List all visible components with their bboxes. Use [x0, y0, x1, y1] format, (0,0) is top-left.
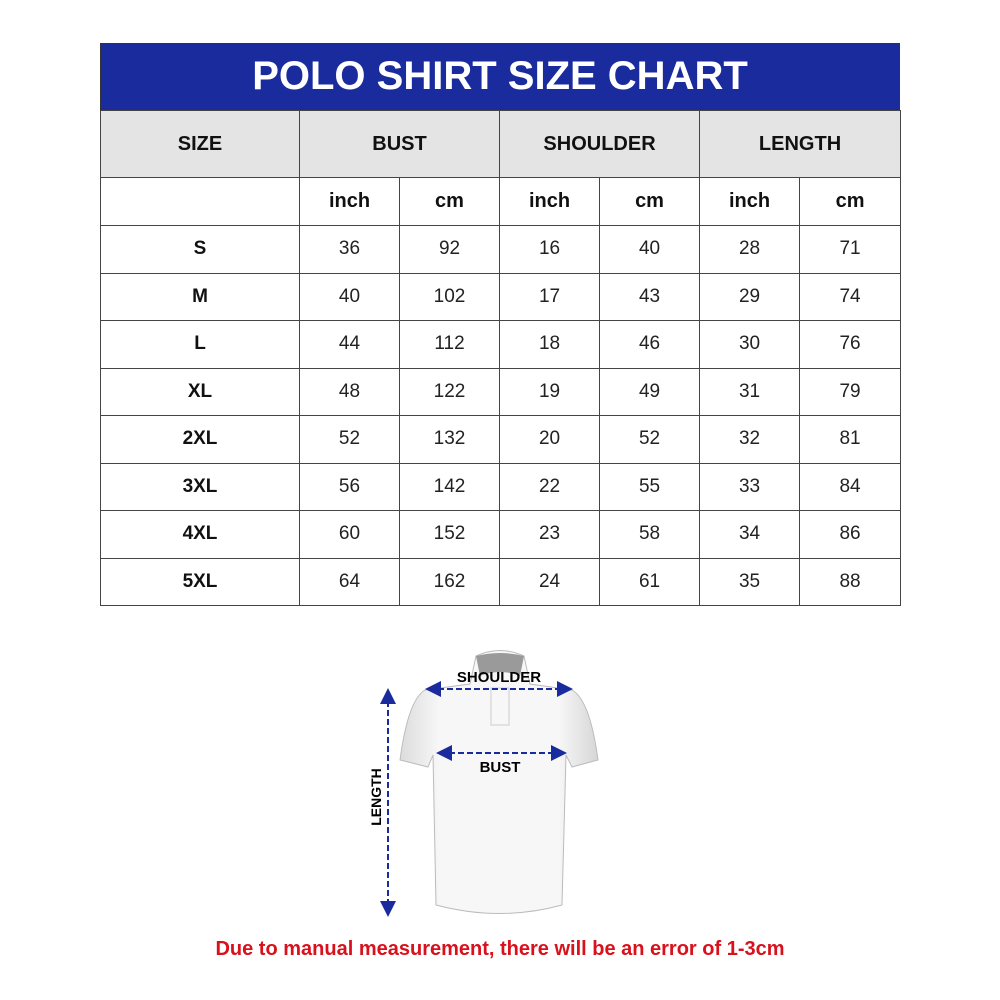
value-cell: 36	[299, 225, 400, 274]
value-cell: 32	[699, 415, 801, 464]
value-cell: 49	[599, 367, 701, 416]
value-cell: 40	[599, 225, 701, 274]
value-cell: 22	[499, 462, 601, 511]
value-cell: 81	[799, 415, 902, 464]
value-cell: 132	[398, 415, 501, 464]
header-length: LENGTH	[699, 110, 902, 178]
value-cell: 142	[398, 462, 501, 511]
value-cell: 55	[599, 462, 701, 511]
value-cell: 112	[398, 320, 501, 369]
value-cell: 33	[699, 462, 801, 511]
table-row: XL 48 122 19 49 31 79	[100, 367, 902, 416]
value-cell: 88	[799, 557, 902, 606]
value-cell: 24	[499, 557, 601, 606]
value-cell: 102	[398, 272, 501, 321]
value-cell: 122	[398, 367, 501, 416]
table-row: M 40 102 17 43 29 74	[100, 272, 902, 321]
size-cell: 5XL	[100, 557, 300, 606]
value-cell: 35	[699, 557, 801, 606]
table-row: S 36 92 16 40 28 71	[100, 225, 902, 274]
unit-empty	[100, 177, 300, 226]
value-cell: 52	[299, 415, 400, 464]
table-row: 2XL 52 132 20 52 32 81	[100, 415, 902, 464]
size-table: SIZE BUST SHOULDER LENGTH inch cm inch c…	[100, 110, 902, 606]
value-cell: 43	[599, 272, 701, 321]
value-cell: 64	[299, 557, 400, 606]
value-cell: 152	[398, 510, 501, 559]
value-cell: 17	[499, 272, 601, 321]
value-cell: 19	[499, 367, 601, 416]
size-cell: XL	[100, 367, 300, 416]
table-row: L 44 112 18 46 30 76	[100, 320, 902, 369]
value-cell: 60	[299, 510, 400, 559]
value-cell: 84	[799, 462, 902, 511]
size-cell: 2XL	[100, 415, 300, 464]
header-row: SIZE BUST SHOULDER LENGTH	[100, 110, 902, 178]
size-cell: S	[100, 225, 300, 274]
unit-cell: cm	[799, 177, 902, 226]
value-cell: 23	[499, 510, 601, 559]
bust-label: BUST	[480, 759, 521, 776]
value-cell: 28	[699, 225, 801, 274]
unit-cell: inch	[299, 177, 400, 226]
value-cell: 40	[299, 272, 400, 321]
value-cell: 61	[599, 557, 701, 606]
value-cell: 52	[599, 415, 701, 464]
unit-cell: inch	[699, 177, 801, 226]
table-row: 5XL 64 162 24 61 35 88	[100, 557, 902, 606]
value-cell: 44	[299, 320, 400, 369]
size-cell: L	[100, 320, 300, 369]
unit-cell: inch	[499, 177, 601, 226]
size-cell: M	[100, 272, 300, 321]
value-cell: 30	[699, 320, 801, 369]
value-cell: 31	[699, 367, 801, 416]
value-cell: 48	[299, 367, 400, 416]
value-cell: 16	[499, 225, 601, 274]
value-cell: 86	[799, 510, 902, 559]
value-cell: 74	[799, 272, 902, 321]
size-cell: 4XL	[100, 510, 300, 559]
value-cell: 162	[398, 557, 501, 606]
length-label: LENGTH	[368, 768, 384, 826]
header-size: SIZE	[100, 110, 300, 178]
value-cell: 18	[499, 320, 601, 369]
value-cell: 71	[799, 225, 902, 274]
measurement-note: Due to manual measurement, there will be…	[215, 938, 785, 960]
shoulder-label: SHOULDER	[457, 669, 541, 686]
unit-row: inch cm inch cm inch cm	[100, 177, 902, 226]
value-cell: 29	[699, 272, 801, 321]
value-cell: 92	[398, 225, 501, 274]
polo-shirt-diagram: SHOULDER BUST LENGTH	[368, 650, 599, 917]
chart-title: POLO SHIRT SIZE CHART	[100, 43, 900, 110]
header-shoulder: SHOULDER	[499, 110, 701, 178]
shirt-icon	[399, 650, 599, 914]
value-cell: 46	[599, 320, 701, 369]
table-row: 3XL 56 142 22 55 33 84	[100, 462, 902, 511]
table-row: 4XL 60 152 23 58 34 86	[100, 510, 902, 559]
value-cell: 34	[699, 510, 801, 559]
value-cell: 20	[499, 415, 601, 464]
value-cell: 79	[799, 367, 902, 416]
header-bust: BUST	[298, 110, 501, 178]
size-cell: 3XL	[100, 462, 300, 511]
value-cell: 56	[299, 462, 400, 511]
unit-cell: cm	[599, 177, 701, 226]
value-cell: 76	[799, 320, 902, 369]
value-cell: 58	[599, 510, 701, 559]
unit-cell: cm	[398, 177, 501, 226]
